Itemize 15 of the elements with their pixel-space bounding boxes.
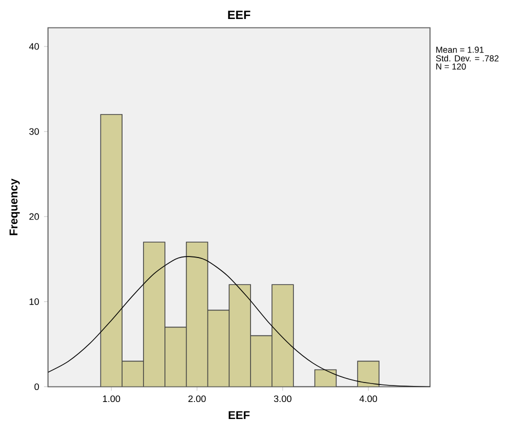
x-tick-label: 4.00 <box>359 395 378 402</box>
y-tick-label: 0 <box>34 383 39 390</box>
x-axis-title: EEF <box>228 411 250 420</box>
y-tick-label: 40 <box>29 43 39 50</box>
x-tick-label: 2.00 <box>188 395 206 402</box>
y-tick-label: 20 <box>29 213 39 220</box>
text: Std. Dev. = .782 <box>436 55 499 62</box>
text: Mean = 1.91 <box>436 46 484 53</box>
chart-title: EEF <box>228 10 250 20</box>
y-tick-label: 10 <box>30 298 39 305</box>
x-tick-label: 1.00 <box>103 395 120 402</box>
text: N = 120 <box>436 63 466 70</box>
y-axis-title: Frequency <box>10 178 20 236</box>
x-tick-label: 3.00 <box>274 395 292 402</box>
y-tick-label: 30 <box>29 128 39 135</box>
